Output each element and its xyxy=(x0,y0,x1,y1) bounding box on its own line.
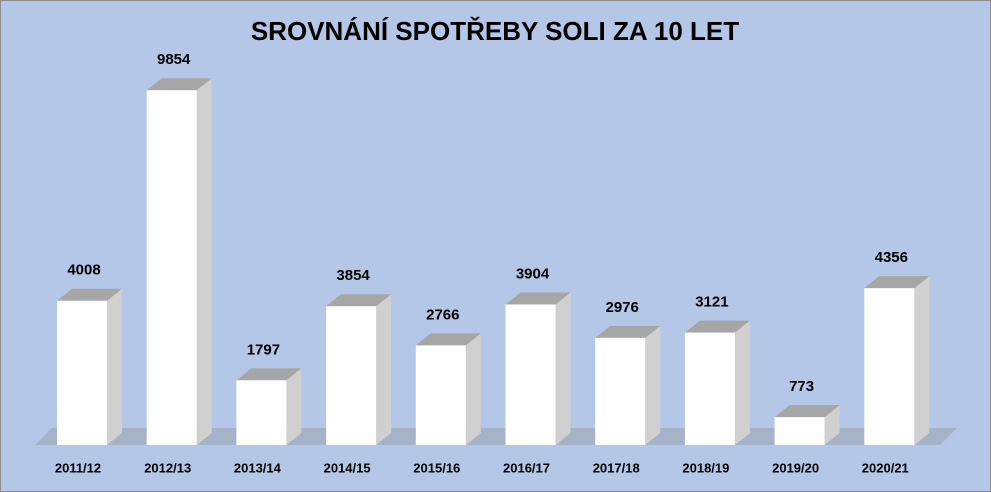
data-label: 4356 xyxy=(875,249,908,266)
x-tick-label: 2011/12 xyxy=(55,460,101,475)
bar-side xyxy=(555,292,571,445)
bar-top xyxy=(684,320,750,333)
bar-side xyxy=(734,320,750,445)
x-tick-label: 2014/15 xyxy=(324,460,371,475)
data-label: 773 xyxy=(789,378,814,395)
bar xyxy=(57,300,107,445)
bar-top xyxy=(57,288,122,301)
bar xyxy=(595,337,646,445)
bar-side xyxy=(286,368,302,445)
bar xyxy=(236,380,287,445)
bar-side xyxy=(824,405,840,445)
data-label: 3904 xyxy=(516,265,550,282)
bar-top xyxy=(146,78,212,91)
data-label: 1797 xyxy=(247,341,280,358)
x-tick-label: 2020/21 xyxy=(862,460,909,475)
x-tick-label: 2013/14 xyxy=(234,460,282,475)
bar-side xyxy=(107,288,122,445)
bar xyxy=(326,306,377,445)
bar-top xyxy=(505,292,571,305)
bar xyxy=(146,90,197,446)
bar xyxy=(505,304,556,445)
bar-side xyxy=(196,78,212,446)
bar xyxy=(684,332,735,445)
bar-top xyxy=(415,333,481,346)
bar xyxy=(774,417,825,445)
bar-top xyxy=(864,276,930,289)
data-label: 3121 xyxy=(695,294,728,311)
bar-side xyxy=(465,333,481,445)
bar-top xyxy=(236,368,302,381)
data-label: 4008 xyxy=(67,262,100,279)
bar-top xyxy=(595,325,661,338)
bar-top xyxy=(774,405,840,418)
x-tick-label: 2015/16 xyxy=(413,460,460,475)
x-tick-label: 2017/18 xyxy=(593,460,640,475)
x-tick-label: 2018/19 xyxy=(682,460,729,475)
x-tick-label: 2016/17 xyxy=(503,460,550,475)
bar-side xyxy=(376,294,392,445)
data-label: 2766 xyxy=(426,306,459,323)
bar-side xyxy=(645,325,661,445)
bar xyxy=(415,345,466,445)
x-tick-label: 2019/20 xyxy=(772,460,819,475)
data-label: 2976 xyxy=(606,299,639,316)
bar-top xyxy=(326,294,392,307)
data-label: 9854 xyxy=(157,51,191,68)
data-label: 3854 xyxy=(336,267,370,284)
x-tick-label: 2012/13 xyxy=(144,460,191,475)
chart-title: SROVNÁNÍ SPOTŘEBY SOLI ZA 10 LET xyxy=(251,16,739,46)
bar-side xyxy=(914,276,930,445)
bar xyxy=(864,288,915,445)
